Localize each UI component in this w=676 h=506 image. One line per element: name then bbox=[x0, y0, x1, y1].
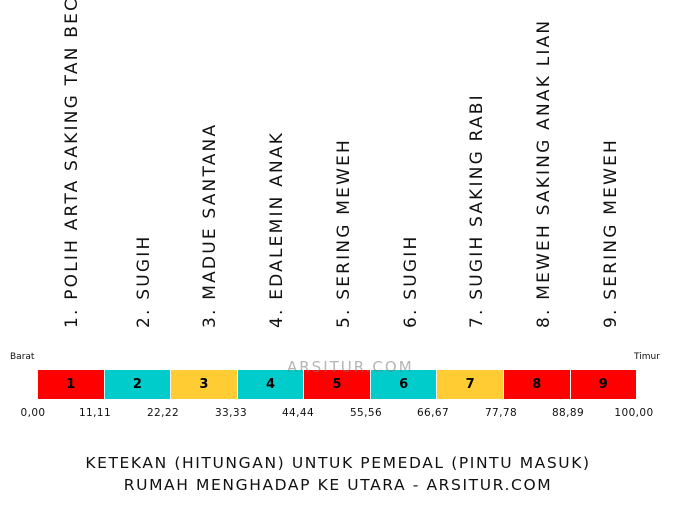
segment-label-text: 4. EDALEMIN ANAK bbox=[267, 130, 287, 328]
east-label: Timur bbox=[634, 352, 660, 362]
segment-label-text: 1. POLIH ARTA SAKING TAN BECIK bbox=[62, 0, 82, 328]
watermark: ARSITUR.COM bbox=[287, 358, 414, 376]
segment-label-text: 9. SERING MEWEH bbox=[601, 137, 621, 328]
segment-6: 6 bbox=[370, 370, 438, 399]
tick-6: 66,67 bbox=[416, 407, 450, 419]
segment-label-3: 3. MADUE SANTANA bbox=[198, 0, 222, 348]
tick-4: 44,44 bbox=[281, 407, 315, 419]
segment-label-9: 9. SERING MEWEH bbox=[599, 0, 623, 348]
segment-bar: 1 2 3 4 5 6 7 8 9 bbox=[38, 370, 637, 399]
tick-8: 88,89 bbox=[551, 407, 585, 419]
segment-5: 5 bbox=[304, 370, 371, 399]
segment-7: 7 bbox=[437, 370, 504, 399]
segment-label-8: 8. MEWEH SAKING ANAK LIAN bbox=[532, 0, 556, 348]
segment-label-text: 5. SERING MEWEH bbox=[334, 137, 354, 328]
segment-8: 8 bbox=[503, 370, 571, 399]
segment-label-7: 7. SUGIH SAKING RABI bbox=[465, 0, 489, 348]
segment-label-text: 7. SUGIH SAKING RABI bbox=[467, 93, 487, 328]
scale-ticks: 0,00 11,11 22,22 33,33 44,44 55,56 66,67… bbox=[0, 407, 676, 423]
segment-label-5: 5. SERING MEWEH bbox=[332, 0, 356, 348]
segment-label-text: 6. SUGIH bbox=[401, 234, 421, 328]
segment-label-4: 4. EDALEMIN ANAK bbox=[265, 0, 289, 348]
segment-label-2: 2. SUGIH bbox=[132, 0, 156, 348]
segment-label-6: 6. SUGIH bbox=[399, 0, 423, 348]
caption-line-1: KETEKAN (HITUNGAN) UNTUK PEMEDAL (PINTU … bbox=[85, 454, 591, 472]
segment-label-1: 1. POLIH ARTA SAKING TAN BECIK bbox=[60, 0, 84, 348]
segment-9: 9 bbox=[570, 370, 637, 399]
tick-3: 33,33 bbox=[214, 407, 248, 419]
segment-4: 4 bbox=[237, 370, 305, 399]
segment-3: 3 bbox=[171, 370, 238, 399]
tick-0: 0,00 bbox=[20, 407, 46, 419]
segment-1: 1 bbox=[38, 370, 105, 399]
caption-line-2: RUMAH MENGHADAP KE UTARA - ARSITUR.COM bbox=[123, 476, 553, 494]
segment-label-text: 8. MEWEH SAKING ANAK LIAN bbox=[534, 18, 554, 328]
segment-label-text: 2. SUGIH bbox=[134, 234, 154, 328]
tick-1: 11,11 bbox=[78, 407, 112, 419]
tick-2: 22,22 bbox=[146, 407, 180, 419]
west-label: Barat bbox=[10, 352, 35, 362]
segment-2: 2 bbox=[104, 370, 172, 399]
tick-7: 77,78 bbox=[484, 407, 518, 419]
segment-label-text: 3. MADUE SANTANA bbox=[200, 122, 220, 328]
tick-9: 100,00 bbox=[614, 407, 654, 419]
tick-5: 55,56 bbox=[349, 407, 383, 419]
